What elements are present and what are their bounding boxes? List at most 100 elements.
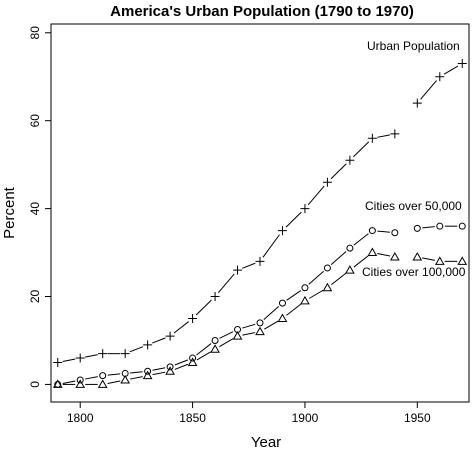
- data-point-circle: [211, 336, 219, 344]
- data-point-triangle: [142, 370, 153, 380]
- series-line-segment: [174, 359, 189, 366]
- data-point-triangle: [165, 366, 175, 375]
- data-point-plus: [390, 129, 400, 139]
- series-line-segment: [330, 251, 347, 266]
- x-tick-label: 1950: [404, 411, 431, 425]
- data-point-plus: [233, 265, 243, 275]
- series-line-segment: [173, 321, 189, 334]
- series-line-segment: [217, 273, 235, 294]
- y-tick-label: 20: [28, 290, 42, 304]
- y-tick-label: 60: [28, 114, 42, 128]
- series-1: [53, 59, 467, 367]
- data-point-plus: [435, 72, 445, 82]
- series-line-segment: [262, 234, 280, 258]
- series-line-segment: [195, 299, 212, 316]
- series-line-segment: [331, 272, 347, 286]
- y-tick-label: 80: [28, 26, 42, 40]
- data-point-triangle: [97, 379, 108, 388]
- series-label-over-50000: Cities over 50,000: [365, 199, 462, 213]
- series-line-segment: [242, 262, 256, 269]
- series-line-segment: [308, 270, 324, 285]
- series-line-segment: [152, 367, 166, 371]
- data-point-plus: [277, 226, 287, 236]
- data-point-triangle: [345, 265, 355, 274]
- data-point-circle: [346, 244, 354, 252]
- series-line-segment: [62, 358, 76, 362]
- data-point-circle: [189, 354, 197, 362]
- data-point-plus: [143, 340, 153, 350]
- series-line-segment: [107, 380, 121, 384]
- data-point-triangle: [187, 357, 198, 366]
- x-axis: 1800 1850 1900 1950: [67, 402, 431, 425]
- data-point-circle: [256, 319, 264, 327]
- series-line-segment: [107, 373, 121, 376]
- data-point-triangle: [210, 344, 220, 353]
- x-tick-label: 1850: [179, 411, 206, 425]
- series-line-segment: [353, 255, 369, 268]
- data-point-circle: [323, 264, 331, 272]
- y-tick-label: 40: [28, 202, 42, 216]
- series-line-segment: [152, 371, 166, 376]
- series-line-segment: [377, 253, 391, 257]
- data-point-plus: [300, 204, 310, 214]
- data-point-plus: [53, 357, 63, 367]
- x-tick-label: 1800: [67, 411, 94, 425]
- series-label-over-100000: Cities over 100,000: [362, 265, 466, 279]
- data-point-circle: [413, 224, 421, 232]
- series-line-segment: [129, 346, 144, 353]
- x-axis-label: Year: [251, 434, 281, 451]
- series-line-segment: [443, 65, 459, 75]
- series-line-segment: [196, 351, 211, 361]
- data-point-plus: [322, 177, 332, 187]
- series-layer: [52, 59, 468, 388]
- series-3: [52, 247, 468, 388]
- data-point-circle: [99, 372, 107, 380]
- data-point-plus: [165, 331, 175, 341]
- data-point-triangle: [52, 379, 63, 388]
- series-2: [54, 222, 466, 388]
- data-point-circle: [458, 222, 466, 230]
- data-point-triangle: [367, 247, 378, 257]
- series-line-segment: [85, 354, 98, 358]
- series-line-segment: [377, 134, 391, 138]
- y-axis: 0 20 40 60 80: [28, 26, 51, 388]
- series-line-segment: [420, 80, 437, 100]
- data-point-triangle: [75, 379, 86, 388]
- series-line-segment: [242, 332, 256, 336]
- data-point-triangle: [389, 251, 400, 261]
- series-line-segment: [129, 376, 143, 380]
- data-point-plus: [75, 353, 85, 363]
- series-line-segment: [174, 363, 189, 370]
- series-label-urban: Urban Population: [367, 39, 460, 53]
- y-tick-label: 0: [28, 381, 42, 388]
- data-point-plus: [98, 349, 108, 359]
- series-line-segment: [196, 343, 212, 356]
- plot-frame: [50, 23, 470, 403]
- data-point-triangle: [412, 251, 423, 261]
- data-point-circle: [436, 222, 444, 230]
- series-line-segment: [152, 337, 166, 344]
- data-point-circle: [391, 229, 399, 237]
- data-point-circle: [144, 367, 152, 375]
- series-line-segment: [309, 289, 324, 299]
- data-point-plus: [457, 59, 467, 69]
- data-point-circle: [301, 284, 309, 292]
- data-point-triangle: [322, 282, 333, 292]
- data-point-triangle: [434, 256, 445, 265]
- data-point-circle: [278, 299, 286, 307]
- series-line-segment: [242, 323, 256, 329]
- data-point-plus: [345, 155, 355, 165]
- data-point-triangle: [255, 326, 265, 336]
- data-point-triangle: [120, 375, 131, 384]
- data-point-triangle: [300, 295, 310, 305]
- data-point-plus: [412, 98, 422, 108]
- series-line-segment: [285, 211, 302, 228]
- data-point-plus: [120, 349, 130, 359]
- series-line-segment: [62, 380, 76, 384]
- data-point-circle: [368, 227, 376, 235]
- series-line-segment: [286, 303, 302, 316]
- data-point-plus: [188, 313, 198, 323]
- data-point-circle: [166, 363, 174, 371]
- series-line-segment: [286, 290, 302, 301]
- data-point-triangle: [457, 256, 468, 265]
